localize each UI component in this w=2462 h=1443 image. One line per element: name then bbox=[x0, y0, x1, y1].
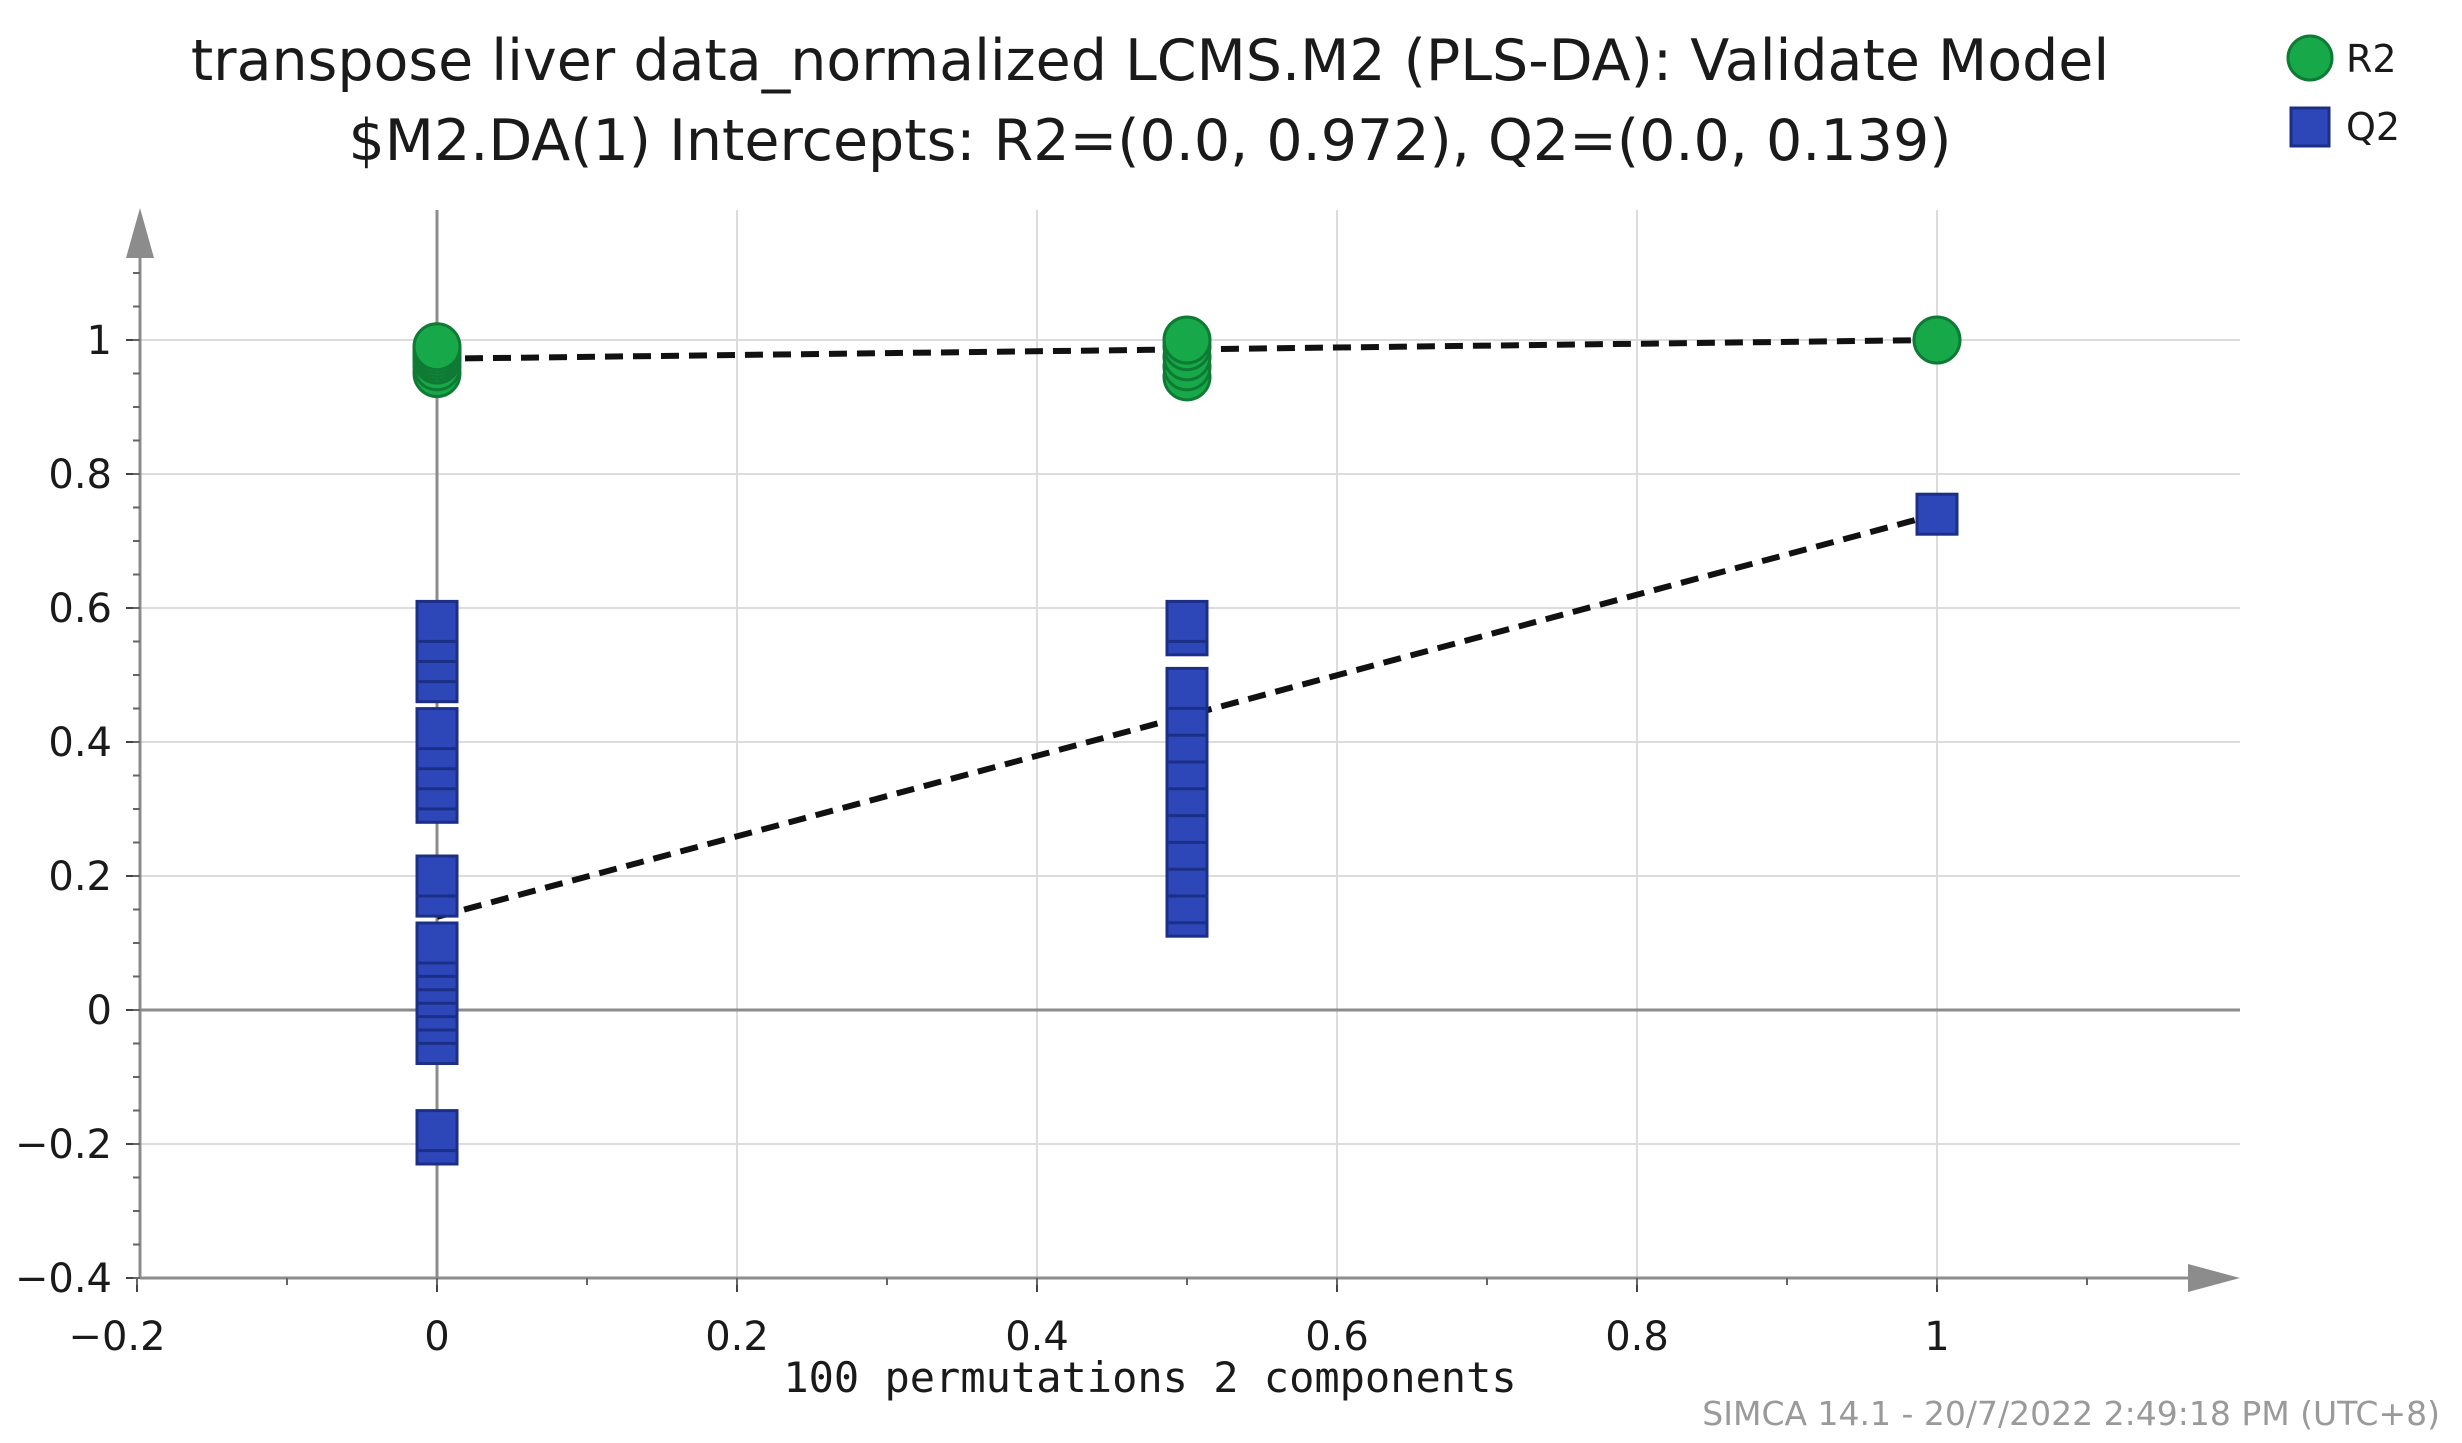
legend-q2-marker bbox=[2289, 106, 2331, 148]
y-tick-label: 1 bbox=[87, 318, 112, 364]
q2-point bbox=[415, 599, 459, 643]
data-points bbox=[412, 315, 1962, 1166]
q2-point bbox=[415, 1109, 459, 1153]
r2-point bbox=[1162, 315, 1212, 365]
minor-ticks bbox=[133, 272, 2088, 1285]
footer-stamp: SIMCA 14.1 - 20/7/2022 2:49:18 PM (UTC+8… bbox=[1702, 1394, 2440, 1433]
q2-point bbox=[415, 707, 459, 751]
legend-r2-marker bbox=[2286, 34, 2334, 82]
x-axis-arrow bbox=[2188, 1264, 2240, 1292]
y-tick-label: −0.4 bbox=[15, 1256, 112, 1302]
tick-labels: −0.4 −0.2 0 0.2 0.4 0.6 0.8 1 −0.2 0 0.2 0.4 0.6 0.8 1 bbox=[15, 318, 1950, 1360]
legend: R2 Q2 bbox=[2286, 34, 2400, 149]
y-tick-label: 0.8 bbox=[48, 452, 112, 498]
q2-point bbox=[1165, 666, 1209, 710]
y-tick-label: 0.2 bbox=[48, 854, 112, 900]
q2-point bbox=[1915, 492, 1959, 536]
r2-point bbox=[1912, 315, 1962, 365]
q2-regression-line bbox=[436, 511, 1938, 920]
x-axis-label: 100 permutations 2 components bbox=[783, 1353, 1516, 1402]
regression-lines bbox=[436, 337, 1938, 920]
x-tick-label: 0.8 bbox=[1605, 1314, 1669, 1360]
y-tick-label: 0.6 bbox=[48, 586, 112, 632]
y-tick-label: 0.4 bbox=[48, 720, 112, 766]
x-tick-label: 1 bbox=[1924, 1314, 1949, 1360]
q2-point bbox=[415, 854, 459, 898]
y-tick-label: −0.2 bbox=[15, 1122, 112, 1168]
x-tick-label: −0.2 bbox=[68, 1314, 165, 1360]
x-tick-label: 0 bbox=[424, 1314, 449, 1360]
y-axis-arrow bbox=[126, 208, 154, 258]
q2-point bbox=[1165, 599, 1209, 643]
x-tick-label: 0.2 bbox=[705, 1314, 769, 1360]
x-tick-label: 0.6 bbox=[1305, 1314, 1369, 1360]
legend-r2-label: R2 bbox=[2346, 37, 2397, 81]
chart-subtitle: $M2.DA(1) Intercepts: R2=(0.0, 0.972), Q… bbox=[349, 108, 1952, 174]
x-tick-label: 0.4 bbox=[1005, 1314, 1069, 1360]
chart-title: transpose liver data_normalized LCMS.M2 … bbox=[191, 28, 2109, 94]
legend-q2-label: Q2 bbox=[2346, 105, 2400, 149]
r2-point bbox=[412, 322, 462, 372]
q2-point bbox=[415, 921, 459, 965]
y-tick-label: 0 bbox=[87, 988, 112, 1034]
